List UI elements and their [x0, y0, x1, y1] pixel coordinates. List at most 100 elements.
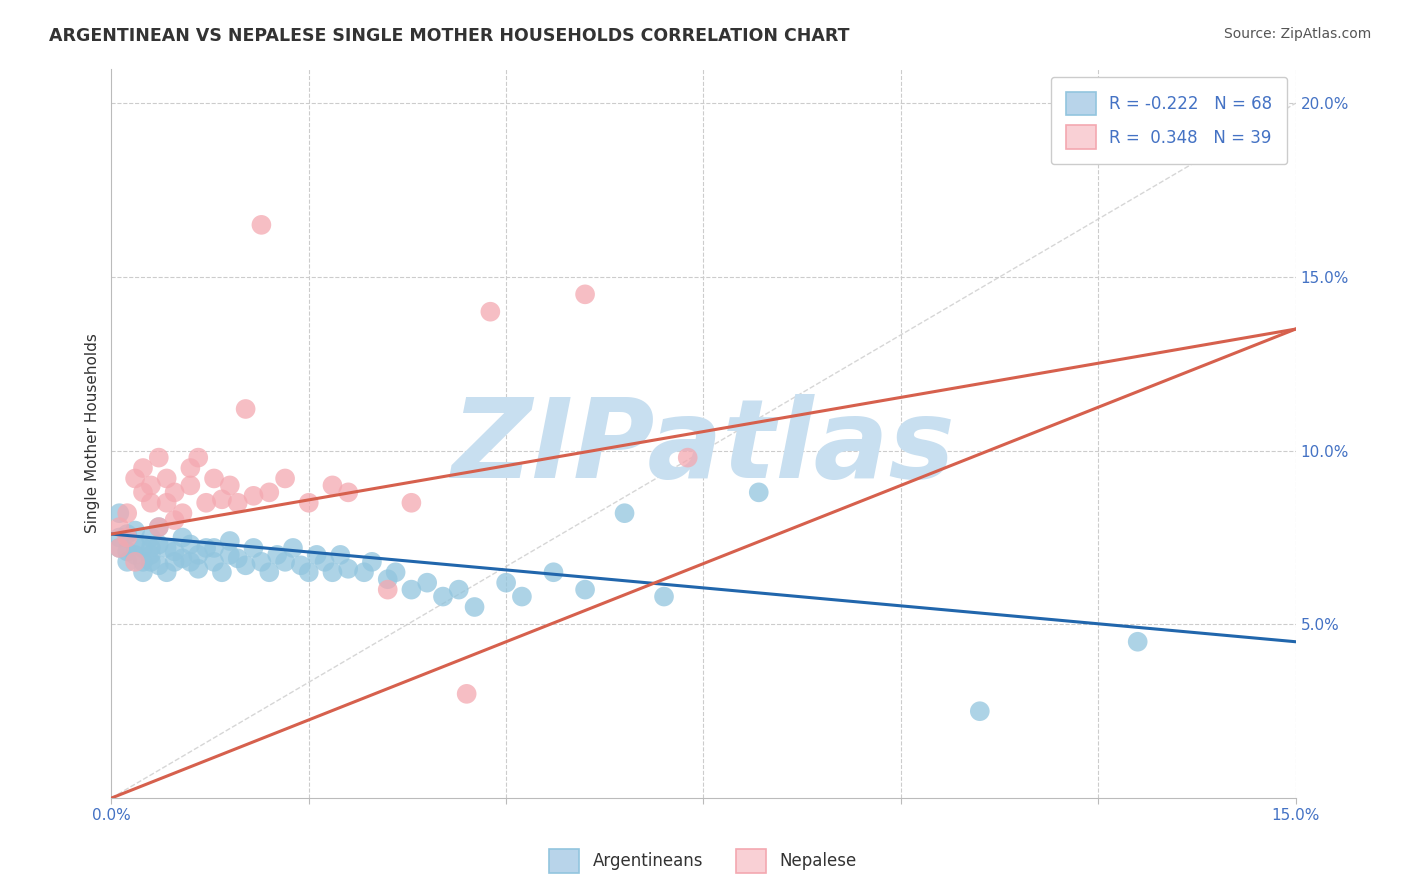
Point [748, 485, 770, 500]
Point [337, 485, 360, 500]
Point [139, 478, 162, 492]
Point [266, 548, 288, 562]
Point [195, 541, 218, 555]
Point [115, 555, 138, 569]
Point [132, 555, 155, 569]
Point [401, 582, 423, 597]
Point [242, 541, 264, 555]
Point [132, 566, 155, 580]
Point [148, 537, 170, 551]
Point [574, 582, 596, 597]
Point [108, 506, 131, 520]
Point [218, 548, 240, 562]
Y-axis label: Single Mother Households: Single Mother Households [86, 334, 100, 533]
Point [337, 562, 360, 576]
Point [447, 582, 470, 597]
Point [652, 590, 675, 604]
Point [290, 558, 312, 573]
Point [543, 566, 565, 580]
Point [510, 590, 533, 604]
Point [156, 471, 179, 485]
Text: Source: ZipAtlas.com: Source: ZipAtlas.com [1223, 27, 1371, 41]
Point [574, 287, 596, 301]
Point [432, 590, 454, 604]
Point [416, 575, 439, 590]
Point [139, 555, 162, 569]
Point [242, 489, 264, 503]
Point [464, 599, 486, 614]
Point [115, 506, 138, 520]
Point [281, 541, 304, 555]
Point [187, 562, 209, 576]
Point [148, 450, 170, 465]
Point [132, 461, 155, 475]
Point [321, 566, 343, 580]
Point [124, 555, 146, 569]
Point [148, 558, 170, 573]
Text: ZIPatlas: ZIPatlas [451, 394, 955, 501]
Point [456, 687, 478, 701]
Point [250, 218, 273, 232]
Point [329, 548, 352, 562]
Point [377, 582, 399, 597]
Point [139, 548, 162, 562]
Point [115, 544, 138, 558]
Point [132, 485, 155, 500]
Point [148, 520, 170, 534]
Point [969, 704, 991, 718]
Point [195, 496, 218, 510]
Point [202, 555, 225, 569]
Point [274, 471, 297, 485]
Point [235, 401, 257, 416]
Point [259, 566, 281, 580]
Point [139, 541, 162, 555]
Point [124, 524, 146, 538]
Point [115, 531, 138, 545]
Point [139, 531, 162, 545]
Point [495, 575, 517, 590]
Point [250, 555, 273, 569]
Point [172, 531, 194, 545]
Point [384, 566, 406, 580]
Point [226, 496, 249, 510]
Legend: Argentineans, Nepalese: Argentineans, Nepalese [543, 842, 863, 880]
Point [115, 527, 138, 541]
Point [377, 572, 399, 586]
Point [218, 533, 240, 548]
Point [163, 485, 186, 500]
Point [218, 478, 240, 492]
Point [172, 551, 194, 566]
Point [163, 544, 186, 558]
Point [479, 304, 502, 318]
Point [202, 471, 225, 485]
Point [298, 566, 321, 580]
Point [156, 541, 179, 555]
Point [124, 471, 146, 485]
Point [361, 555, 384, 569]
Point [211, 492, 233, 507]
Point [179, 555, 201, 569]
Point [156, 566, 179, 580]
Point [163, 555, 186, 569]
Point [259, 485, 281, 500]
Point [401, 496, 423, 510]
Point [676, 450, 699, 465]
Point [314, 555, 336, 569]
Point [613, 506, 636, 520]
Point [353, 566, 375, 580]
Point [187, 548, 209, 562]
Point [179, 461, 201, 475]
Point [321, 478, 343, 492]
Point [148, 520, 170, 534]
Point [298, 496, 321, 510]
Point [179, 478, 201, 492]
Point [108, 520, 131, 534]
Point [179, 537, 201, 551]
Point [1126, 634, 1149, 648]
Point [226, 551, 249, 566]
Point [156, 496, 179, 510]
Point [108, 541, 131, 555]
Point [124, 537, 146, 551]
Point [211, 566, 233, 580]
Point [202, 541, 225, 555]
